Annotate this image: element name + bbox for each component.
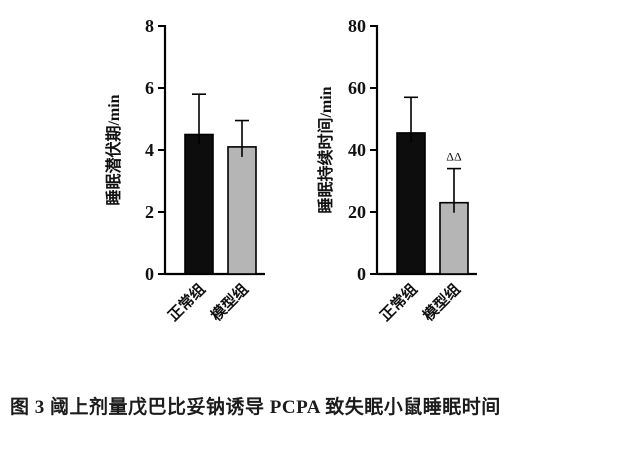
y-tick-label: 20	[348, 202, 366, 222]
y-tick-label: 0	[145, 264, 154, 284]
y-tick-label: 6	[145, 78, 154, 98]
x-category-label: 模型组	[207, 280, 252, 325]
bar-1	[227, 146, 257, 275]
y-tick-label: 60	[348, 78, 366, 98]
x-category-label: 模型组	[419, 280, 464, 325]
y-tick-label: 4	[145, 140, 154, 160]
y-tick-label: 0	[357, 264, 366, 284]
x-category-label: 正常组	[376, 280, 421, 325]
figure-caption: 图 3 阈上剂量戊巴比妥钠诱导 PCPA 致失眠小鼠睡眠时间	[10, 397, 501, 418]
sleep-latency-bar-chart: 0 2 4 6 8 睡眠潜伏期/min 正常组 模型组	[104, 16, 265, 325]
y-axis-label: 睡眠潜伏期/min	[104, 94, 123, 205]
sleep-duration-bar-chart: 0 20 40 60 80 睡眠持续时间/min 正常组 模型组 ΔΔ	[316, 16, 477, 325]
bar-0	[184, 133, 214, 275]
significance-annotation: ΔΔ	[446, 150, 462, 164]
y-tick-label: 40	[348, 140, 366, 160]
y-tick-label: 8	[145, 16, 154, 36]
y-tick-label: 80	[348, 16, 366, 36]
bar-0	[396, 132, 426, 275]
y-axis-label: 睡眠持续时间/min	[316, 86, 335, 213]
y-tick-label: 2	[145, 202, 154, 222]
charts-row: 0 2 4 6 8 睡眠潜伏期/min 正常组 模型组 0 20 40 60 80 睡眠持续时间/min…	[93, 10, 517, 370]
bar-1	[439, 201, 469, 275]
x-category-label: 正常组	[164, 280, 209, 325]
